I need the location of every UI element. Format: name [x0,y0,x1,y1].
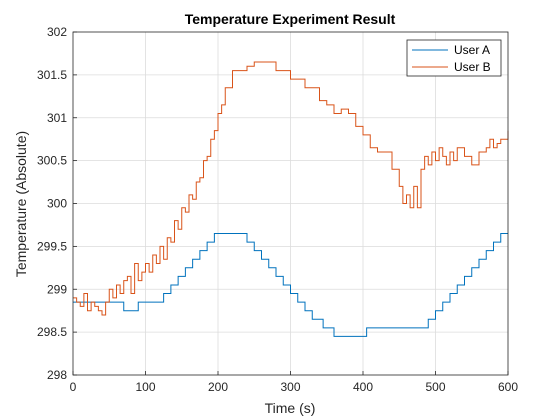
y-tick-label: 302 [47,25,67,39]
y-axis-label: Temperature (Absolute) [13,131,29,277]
x-tick-label: 300 [280,380,300,394]
y-tick-label: 301 [47,111,67,125]
ticks: 0 100 200 300 400 500 600 298 298.5 299 299.5 300 30… [37,25,518,394]
y-tick-label: 300 [47,197,67,211]
legend-label-user-b: User B [454,60,491,74]
x-tick-label: 400 [353,380,373,394]
legend: User A User B [406,39,502,77]
x-tick-label: 600 [498,380,518,394]
x-tick-label: 100 [135,380,155,394]
chart-title: Temperature Experiment Result [185,11,396,27]
legend-label-user-a: User A [454,43,490,57]
y-tick-label: 299.5 [37,239,67,253]
y-tick-label: 298.5 [37,325,67,339]
y-tick-label: 298 [47,368,67,382]
series-line-user-a [73,233,508,337]
y-tick-label: 301.5 [37,68,67,82]
y-tick-label: 299 [47,282,67,296]
series-layer [73,61,509,337]
series-line-user-b [73,61,509,316]
y-tick-label: 300.5 [37,154,67,168]
x-tick-label: 0 [70,380,77,394]
x-axis-label: Time (s) [265,400,316,416]
legend-box [406,39,502,77]
x-tick-label: 200 [208,380,228,394]
x-tick-label: 500 [425,380,445,394]
